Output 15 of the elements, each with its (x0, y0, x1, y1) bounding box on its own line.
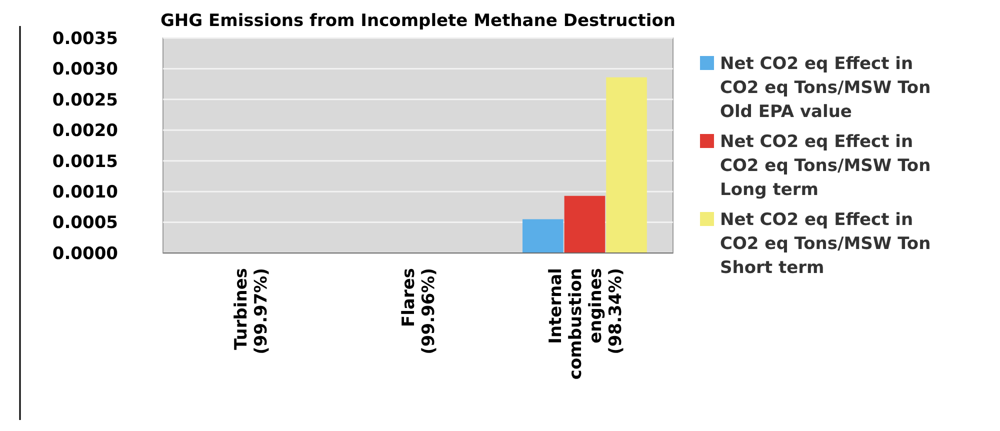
legend-label: Net CO2 eq Effect in CO2 eq Tons/MSW Ton Old EPA value (720, 54, 931, 122)
y-tick-label: 0.0010 (52, 182, 118, 203)
legend-label: Net CO2 eq Effect in CO2 eq Tons/MSW Ton Short term (720, 210, 931, 278)
y-tick-label: 0.0005 (52, 213, 118, 234)
y-tick-label: 0.0030 (52, 60, 118, 80)
x-tick-label: Internal combustion engines (98.34%) (546, 268, 626, 380)
y-tick-label: 0.0035 (52, 28, 118, 49)
legend-label: Net CO2 eq Effect in CO2 eq Tons/MSW Ton Long term (720, 132, 931, 200)
x-tick-label: Flares (99.96%) (398, 268, 439, 354)
x-tick-label: Turbines (99.97%) (232, 268, 272, 354)
chart-title: GHG Emissions from Incomplete Methane Destruction (160, 11, 676, 31)
y-tick-label: 0.0025 (52, 90, 118, 110)
y-tick-label: 0.0020 (52, 121, 118, 142)
y-tick-label: 0.0000 (52, 244, 118, 264)
y-tick-label: 0.0015 (52, 152, 118, 172)
